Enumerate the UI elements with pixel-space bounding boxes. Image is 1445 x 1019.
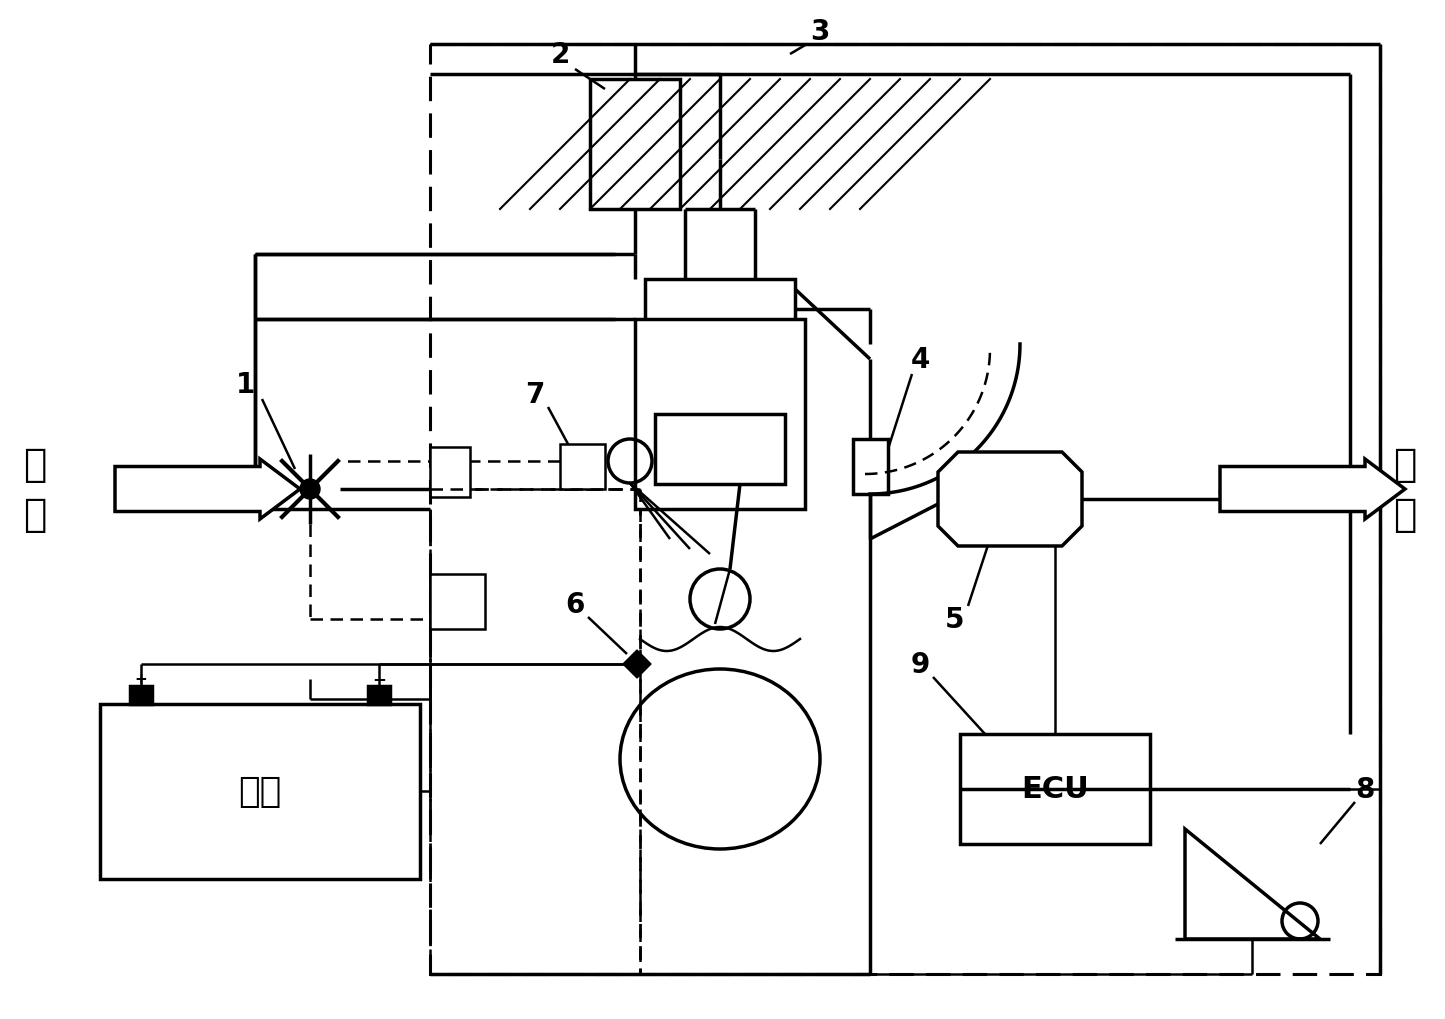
Text: 3: 3 (811, 18, 829, 46)
Text: 2: 2 (551, 41, 569, 69)
Bar (431, 45, 1380, 974)
Text: 7: 7 (526, 381, 545, 409)
Bar (590, 79, 681, 210)
FancyArrow shape (1220, 460, 1405, 520)
Bar (644, 280, 795, 350)
FancyArrow shape (116, 460, 301, 520)
Circle shape (301, 480, 319, 499)
Bar (634, 320, 805, 510)
Polygon shape (623, 650, 652, 679)
Text: 1: 1 (236, 371, 254, 398)
Text: −: − (371, 669, 386, 688)
Text: 6: 6 (565, 590, 585, 619)
Text: +: + (134, 671, 147, 686)
Text: 气: 气 (23, 495, 46, 534)
Bar (431, 447, 470, 497)
Bar (100, 704, 420, 879)
Text: 8: 8 (1355, 775, 1374, 803)
Text: ECU: ECU (1022, 774, 1090, 804)
Polygon shape (938, 452, 1082, 546)
Text: 废: 废 (1393, 445, 1416, 484)
Text: 气: 气 (1393, 495, 1416, 534)
Text: 4: 4 (910, 345, 929, 374)
Bar (561, 444, 605, 489)
Bar (853, 439, 889, 494)
Text: 电池: 电池 (238, 774, 282, 808)
Text: 9: 9 (910, 650, 929, 679)
Bar (431, 575, 486, 630)
Bar (368, 687, 390, 704)
Bar (655, 415, 785, 484)
Bar (959, 735, 1150, 844)
Bar (590, 79, 681, 210)
Bar (130, 687, 152, 704)
Text: 5: 5 (945, 605, 965, 634)
Bar (431, 489, 640, 974)
Text: 空: 空 (23, 445, 46, 484)
